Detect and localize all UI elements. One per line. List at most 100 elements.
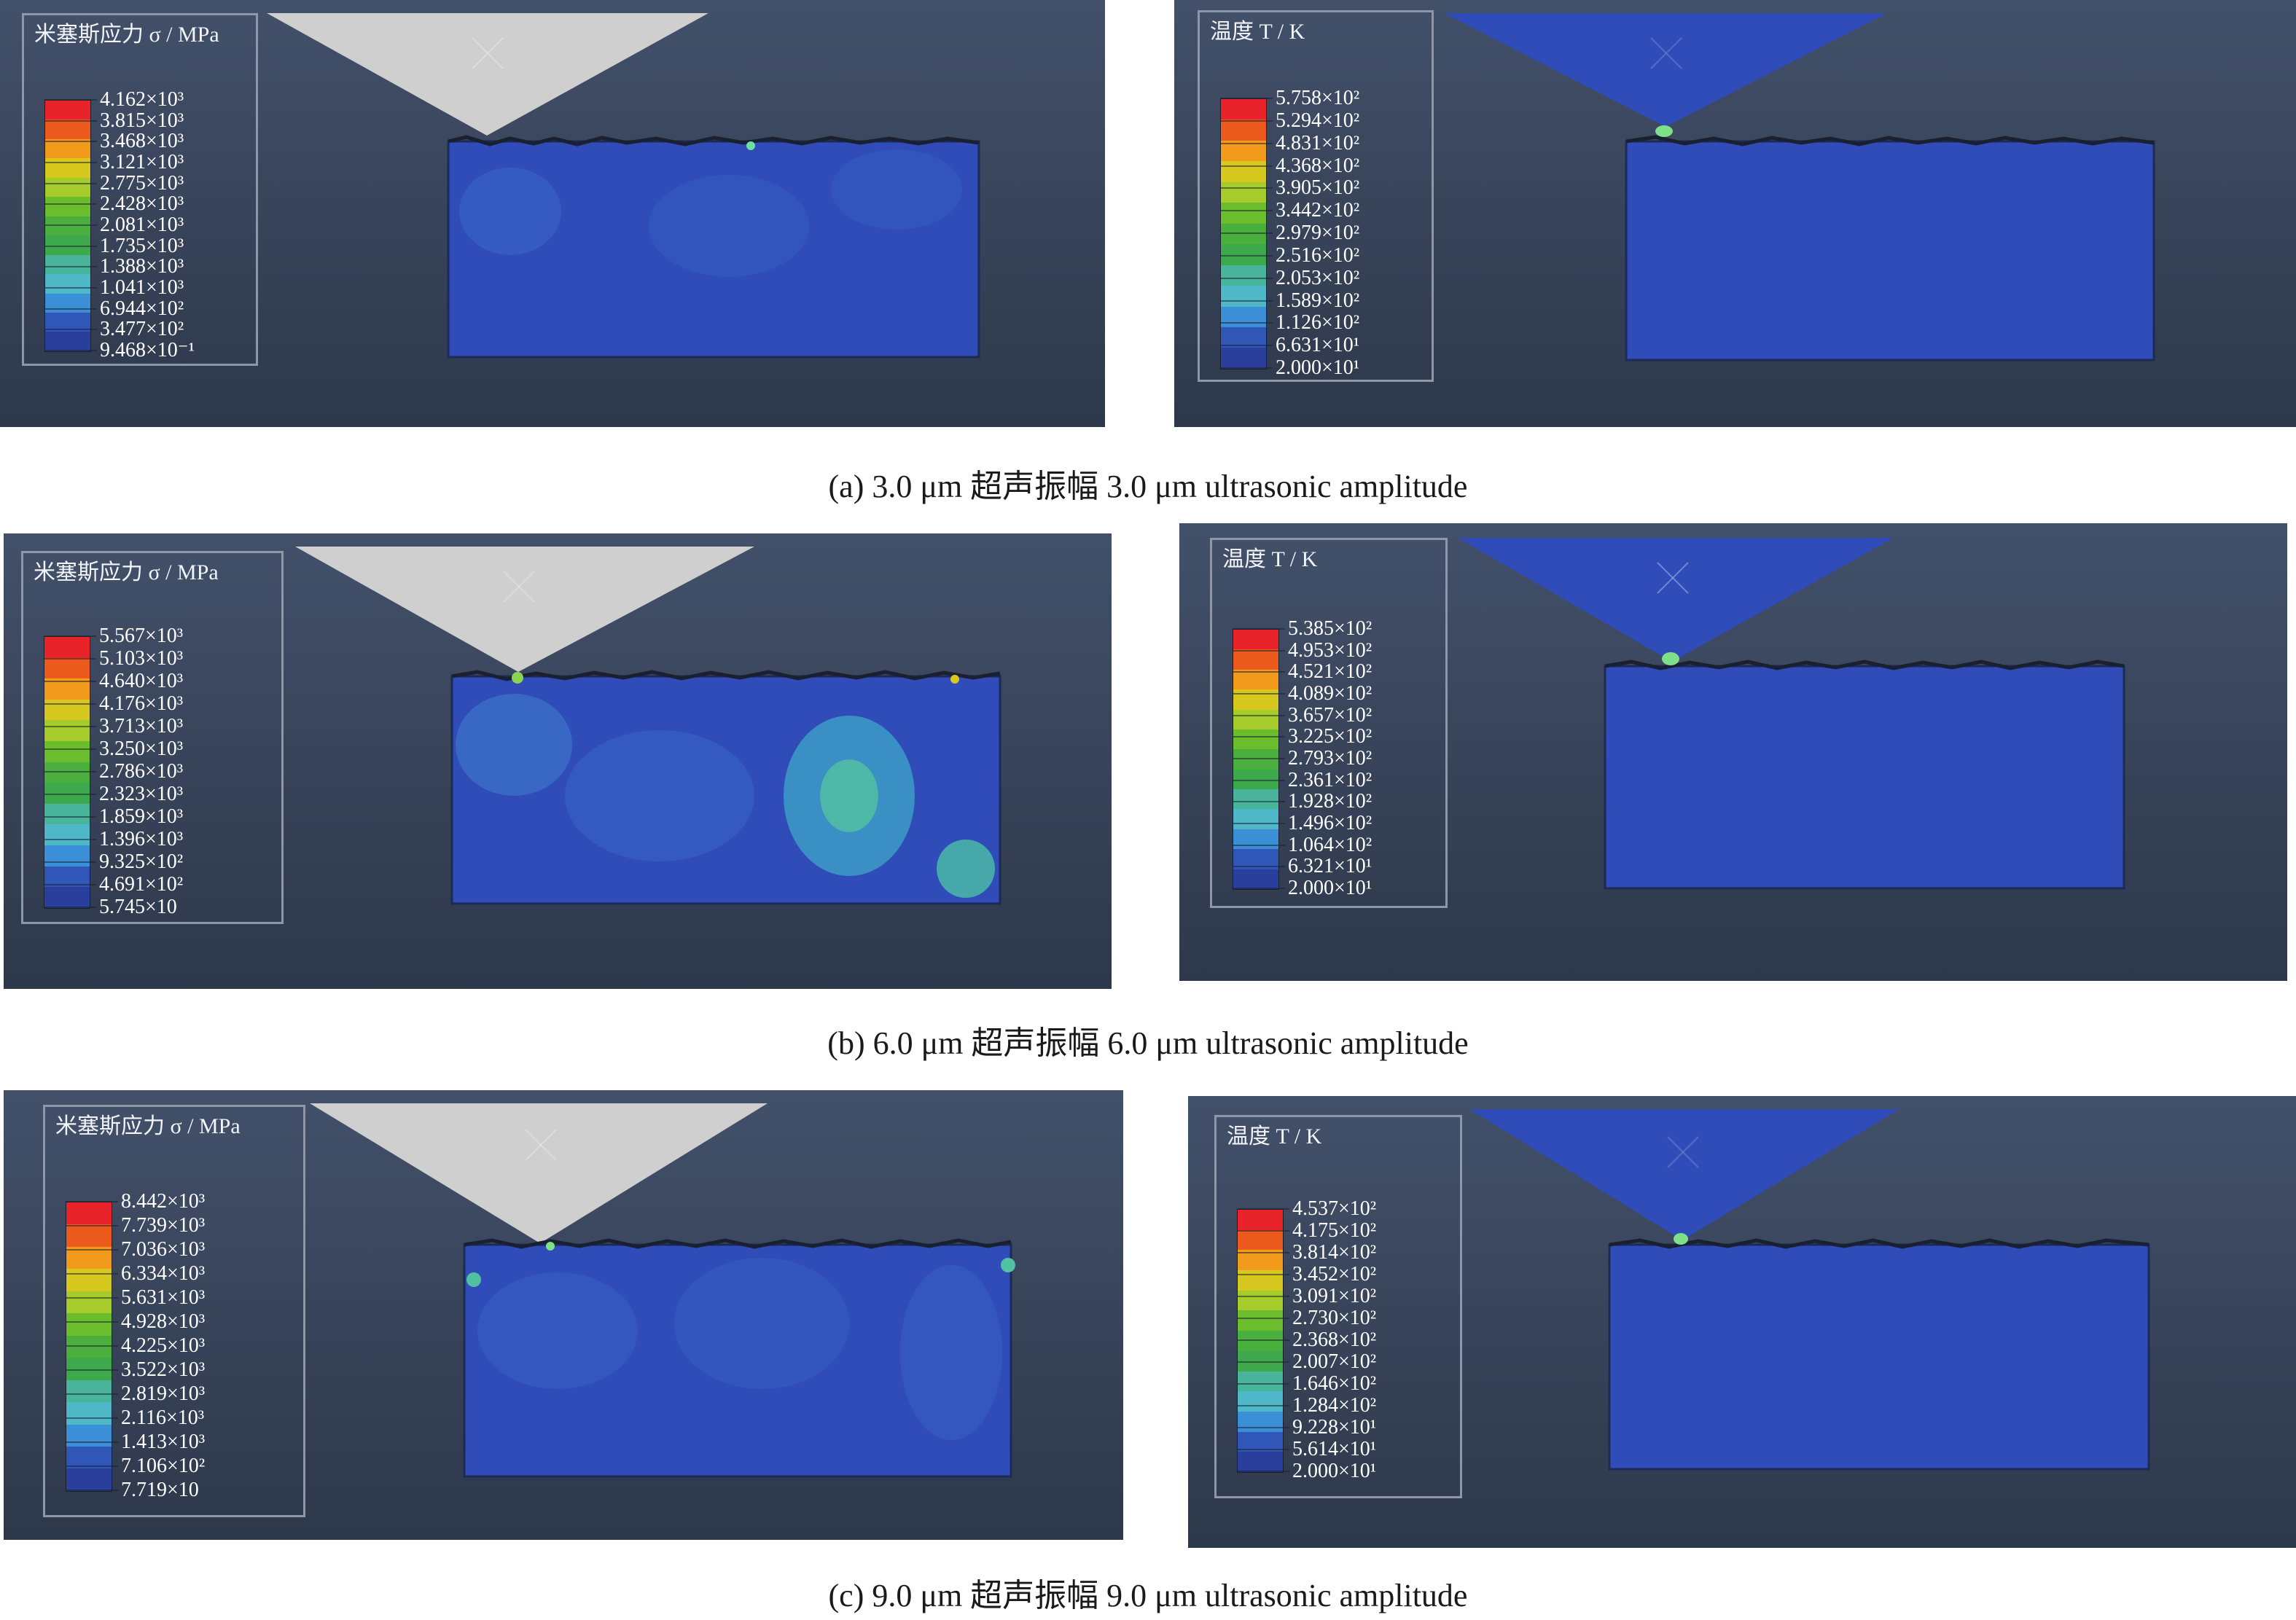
- colorbar-tick: [66, 1273, 118, 1275]
- colorbar-tick: [1233, 736, 1285, 738]
- legend-value: 3.225×10²: [1288, 725, 1372, 748]
- colorbar-tick: [1237, 1449, 1289, 1450]
- legend-value: 1.041×10³: [100, 276, 184, 299]
- legend-value: 2.428×10³: [100, 192, 184, 216]
- colorbar-segment: [44, 699, 90, 721]
- colorbar-tick: [44, 839, 96, 840]
- legend-value: 5.614×10¹: [1292, 1438, 1377, 1460]
- legend-value: 3.442×10²: [1276, 199, 1360, 222]
- colorbar-tick: [1233, 671, 1285, 673]
- colorbar-tick: [1220, 98, 1273, 99]
- legend-value: 1.396×10³: [99, 828, 184, 850]
- tool-wedge: [295, 547, 754, 672]
- colorbar: [44, 636, 90, 909]
- legend-title: 米塞斯应力 σ / MPa: [34, 23, 219, 47]
- legend-value: 2.775×10³: [100, 171, 184, 195]
- colorbar-tick: [1220, 210, 1273, 212]
- legend-value: 2.000×10¹: [1276, 356, 1360, 379]
- colorbar-tick: [44, 907, 96, 908]
- colorbar-tick: [66, 1417, 118, 1419]
- legend-value: 3.522×10³: [121, 1358, 206, 1381]
- colorbar-tick: [66, 1393, 118, 1395]
- colorbar-tick: [44, 794, 96, 795]
- colorbar-tick: [44, 748, 96, 750]
- workpiece: [1625, 140, 2155, 361]
- colorbar-tick: [1233, 844, 1285, 846]
- legend-value: 3.091×10²: [1292, 1285, 1377, 1307]
- legend-value: 2.516×10²: [1276, 243, 1360, 267]
- temp-legend-b: 温度 T / K 5.385×10² 4.953×10² 4.521×10² 4.08…: [1210, 538, 1448, 908]
- colorbar-segment: [1221, 120, 1266, 141]
- legend-value: 1.284×10²: [1292, 1394, 1377, 1417]
- temp-scene-c: [1469, 1109, 2150, 1471]
- legend-value: 2.053×10²: [1276, 266, 1360, 289]
- colorbar-segment: [44, 887, 90, 908]
- stress-legend-c: 米塞斯应力 σ / MPa 8.442×10³ 7.739×10³ 7.036×10…: [43, 1105, 305, 1517]
- legend-value: 3.905×10²: [1276, 176, 1360, 200]
- colorbar-segment: [66, 1424, 112, 1447]
- colorbar-tick: [66, 1369, 118, 1371]
- legend-value: 2.116×10³: [121, 1406, 205, 1429]
- colorbar-tick: [1237, 1405, 1289, 1406]
- legend-value: 3.452×10²: [1292, 1263, 1377, 1286]
- legend-value: 4.162×10³: [100, 88, 184, 111]
- legend-title: 温度 T / K: [1227, 1124, 1322, 1149]
- legend-value: 2.368×10²: [1292, 1329, 1377, 1351]
- stress-panel-b: 米塞斯应力 σ / MPa 5.567×10³ 5.103×10³ 4.640×10…: [4, 533, 1112, 989]
- colorbar-tick: [44, 681, 96, 682]
- colorbar-segment: [45, 101, 90, 120]
- colorbar-segment: [44, 741, 90, 762]
- colorbar-segment: [1238, 1290, 1283, 1311]
- legend-value: 7.719×10: [121, 1479, 199, 1501]
- legend-title: 米塞斯应力 σ / MPa: [34, 560, 219, 584]
- colorbar-tick: [44, 884, 96, 885]
- legend-value: 2.361×10²: [1288, 768, 1372, 791]
- legend-value: 1.859×10³: [99, 805, 184, 828]
- legend-value: 9.468×10⁻¹: [100, 339, 195, 361]
- colorbar-segment: [45, 120, 90, 139]
- legend-value: 4.537×10²: [1292, 1197, 1377, 1220]
- stress-panel-a: 米塞斯应力 σ / MPa 4.162×10³ 3.815×10³ 3.468×10…: [0, 0, 1105, 427]
- legend-value: 4.225×10³: [121, 1334, 206, 1357]
- colorbar-tick: [44, 203, 97, 206]
- stress-legend-b: 米塞斯应力 σ / MPa 5.567×10³ 5.103×10³ 4.640×10…: [21, 551, 284, 924]
- colorbar-segment: [1221, 244, 1266, 265]
- colorbar-tick: [1233, 888, 1285, 889]
- colorbar: [1237, 1209, 1284, 1473]
- colorbar-tick: [1233, 649, 1285, 651]
- legend-value: 1.064×10²: [1288, 833, 1372, 856]
- colorbar-tick: [1233, 823, 1285, 824]
- legend-value: 6.631×10¹: [1276, 334, 1360, 357]
- colorbar-tick: [44, 182, 97, 184]
- legend-value: 4.521×10²: [1288, 660, 1372, 684]
- colorbar-tick: [44, 99, 97, 101]
- legend-title: 温度 T / K: [1210, 20, 1305, 44]
- legend-value: 4.089×10²: [1288, 682, 1372, 705]
- colorbar-segment: [1233, 729, 1278, 750]
- colorbar-segment: [1238, 1371, 1283, 1392]
- legend-value: 1.126×10²: [1276, 311, 1360, 334]
- caption-b: (b) 6.0 μm 超声振幅 6.0 μm ultrasonic amplit…: [827, 1025, 1469, 1061]
- colorbar-tick: [1237, 1274, 1289, 1275]
- colorbar-tick: [1220, 300, 1273, 302]
- colorbar-segment: [1221, 181, 1266, 203]
- legend-value: 2.081×10³: [100, 214, 184, 236]
- legend-value: 1.928×10²: [1288, 790, 1372, 813]
- colorbar-tick: [66, 1297, 118, 1299]
- colorbar-segment: [44, 720, 90, 742]
- colorbar-tick: [1220, 187, 1273, 189]
- colorbar-tick: [44, 162, 97, 163]
- colorbar-segment: [44, 803, 90, 825]
- colorbar-segment: [44, 637, 90, 658]
- colorbar-tick: [1237, 1361, 1289, 1363]
- hotspot: [1662, 652, 1679, 665]
- colorbar-segment: [45, 254, 90, 275]
- legend-value: 4.831×10²: [1276, 131, 1360, 154]
- colorbar: [1220, 98, 1267, 369]
- hotspot: [1655, 125, 1673, 137]
- colorbar-tick: [44, 350, 97, 351]
- legend-value: 4.640×10³: [99, 670, 184, 692]
- temp-panel-a: 温度 T / K 5.758×10² 5.294×10² 4.831×10² 4.36…: [1174, 0, 2296, 427]
- legend-value: 6.334×10³: [121, 1262, 206, 1285]
- colorbar-tick: [1237, 1339, 1289, 1341]
